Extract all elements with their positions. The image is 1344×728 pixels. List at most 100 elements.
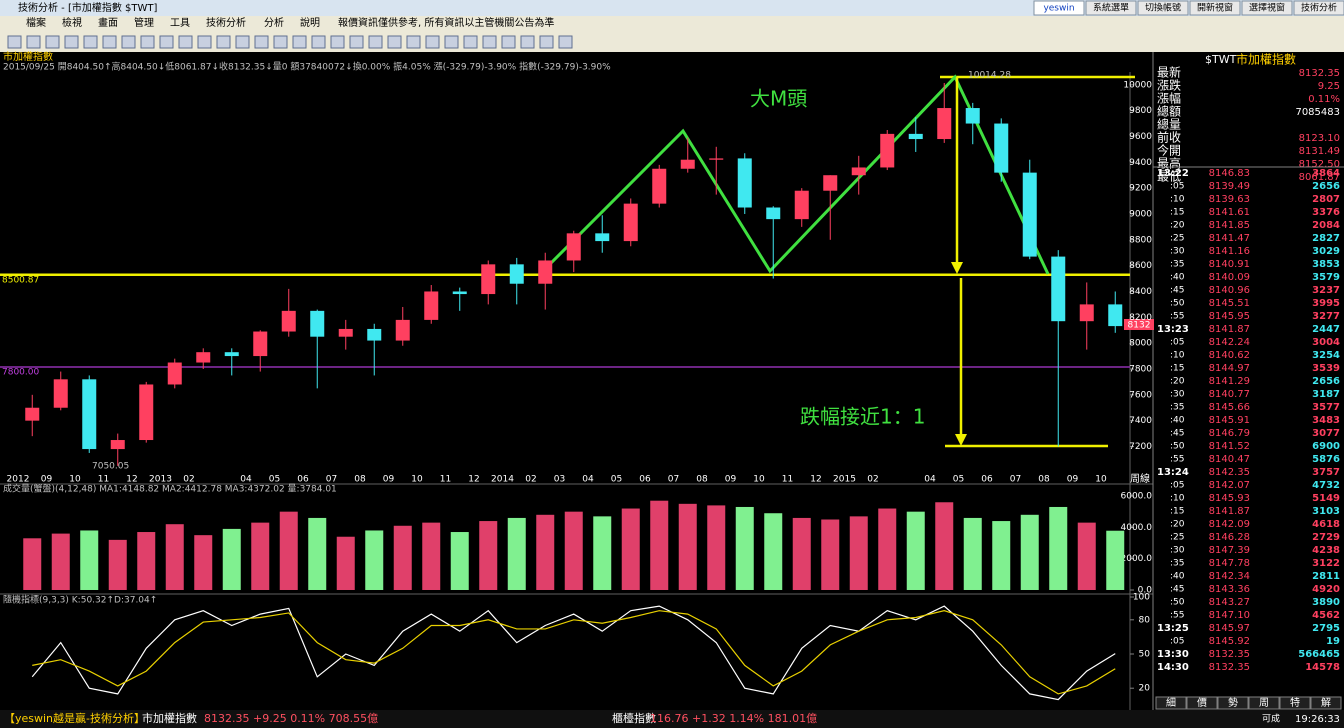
- tick-price: 8147.39: [1209, 545, 1250, 556]
- window-button[interactable]: [1033, 0, 1085, 16]
- y-tick-label: 8200: [1129, 313, 1152, 323]
- tick-time: :55: [1170, 455, 1184, 465]
- kd-line: [31, 605, 1116, 701]
- toolbar-icon[interactable]: [64, 35, 79, 49]
- clock: 19:26:33: [1295, 714, 1340, 725]
- x-tick-label: 10: [1095, 475, 1107, 485]
- tick-price: 8140.62: [1209, 350, 1250, 361]
- menu-item[interactable]: 技術分析: [206, 16, 246, 29]
- tick-price: 8140.77: [1209, 389, 1250, 400]
- x-tick-label: 02: [867, 475, 878, 485]
- toolbar-icon[interactable]: [425, 35, 440, 49]
- toolbar-icon[interactable]: [159, 35, 174, 49]
- x-tick-label: 2013: [149, 475, 172, 485]
- tick-price: 8140.09: [1209, 272, 1250, 283]
- toolbar-icon[interactable]: [520, 35, 535, 49]
- candle-body: [452, 291, 467, 295]
- toolbar-icon[interactable]: [254, 35, 269, 49]
- toolbar-icon[interactable]: [45, 35, 60, 49]
- volume-bar: [507, 517, 526, 590]
- menu-item[interactable]: 畫面: [98, 16, 118, 29]
- toolbar-icon[interactable]: [83, 35, 98, 49]
- window-button[interactable]: [1137, 0, 1189, 16]
- toolbar-icon[interactable]: [197, 35, 212, 49]
- quote-name: 市加權指數: [1236, 52, 1296, 67]
- toolbar-icon[interactable]: [216, 35, 231, 49]
- button-label: 選擇視窗: [1249, 2, 1285, 14]
- tab[interactable]: [1310, 696, 1342, 710]
- menu-item[interactable]: 檔案: [26, 16, 46, 29]
- window-button[interactable]: [1085, 0, 1137, 16]
- toolbar-icon[interactable]: [121, 35, 136, 49]
- status-brand: 【yeswin越是贏-技術分析】: [4, 711, 145, 725]
- menu-item[interactable]: 工具: [170, 17, 190, 29]
- x-tick-label: 05: [269, 475, 280, 485]
- tab[interactable]: [1155, 696, 1187, 710]
- menu-item[interactable]: 分析: [264, 16, 284, 29]
- volume-bar: [678, 503, 697, 590]
- tick-time: :10: [1170, 494, 1185, 504]
- tab-label: 勢: [1228, 696, 1238, 709]
- toolbar-icon[interactable]: [235, 35, 250, 49]
- menu-item[interactable]: 管理: [134, 16, 154, 29]
- toolbar-icon[interactable]: [444, 35, 459, 49]
- toolbar-icon[interactable]: [102, 35, 117, 49]
- window-button[interactable]: [1241, 0, 1293, 16]
- toolbar-icon[interactable]: [463, 35, 478, 49]
- volume-bar: [80, 530, 99, 590]
- y-tick-label: 9200: [1129, 184, 1152, 194]
- window-button[interactable]: [1293, 0, 1344, 16]
- toolbar-icon[interactable]: [387, 35, 402, 49]
- toolbar-icon[interactable]: [292, 35, 307, 49]
- volume-bar: [593, 516, 612, 590]
- tick-time: :05: [1170, 338, 1184, 348]
- candle-body: [1051, 256, 1066, 322]
- tick-time: 14:30: [1157, 662, 1189, 673]
- tab[interactable]: [1217, 696, 1249, 710]
- tab[interactable]: [1279, 696, 1311, 710]
- tab[interactable]: [1248, 696, 1280, 710]
- toolbar-icon[interactable]: [501, 35, 516, 49]
- tick-volume: 3254: [1312, 350, 1340, 361]
- menu-item[interactable]: 說明: [300, 16, 320, 29]
- volume-bar: [1049, 506, 1068, 590]
- toolbar-icon[interactable]: [406, 35, 421, 49]
- toolbar-icon[interactable]: [273, 35, 288, 49]
- candle-body: [595, 233, 610, 242]
- toolbar-icon[interactable]: [26, 35, 41, 49]
- candle-body: [994, 123, 1009, 173]
- window-button[interactable]: [1189, 0, 1241, 16]
- tick-time: :45: [1170, 429, 1184, 439]
- tab[interactable]: [1186, 696, 1218, 710]
- tick-price: 8145.66: [1209, 402, 1250, 413]
- toolbar-icon[interactable]: [558, 35, 573, 49]
- toolbar-icon[interactable]: [368, 35, 383, 49]
- status-quote: 8132.35 +9.25 0.11% 708.55億: [204, 712, 378, 725]
- tick-time: 13:25: [1157, 623, 1189, 634]
- x-tick-label: 02: [525, 475, 536, 485]
- toolbar-icon[interactable]: [178, 35, 193, 49]
- toolbar-icon[interactable]: [482, 35, 497, 49]
- toolbar-icon[interactable]: [7, 35, 22, 49]
- candle-body: [310, 310, 325, 337]
- tick-volume: 3376: [1312, 207, 1340, 218]
- tick-time: :05: [1170, 481, 1184, 491]
- candle-body: [794, 190, 809, 220]
- x-tick-label: 09: [41, 475, 53, 485]
- tick-time: :15: [1170, 507, 1184, 517]
- toolbar-icon[interactable]: [349, 35, 364, 49]
- tab-label: 特: [1290, 697, 1300, 709]
- tick-time: :35: [1170, 260, 1184, 270]
- tick-volume: 3757: [1312, 467, 1340, 478]
- volume-bar: [137, 532, 156, 590]
- toolbar-icon[interactable]: [311, 35, 326, 49]
- tick-price: 8145.93: [1209, 493, 1250, 504]
- toolbar-icon[interactable]: [539, 35, 554, 49]
- m-pattern: [538, 74, 1050, 276]
- tick-volume: 3029: [1312, 246, 1340, 257]
- candle-body: [908, 133, 923, 140]
- menu-item[interactable]: 檢視: [62, 16, 82, 29]
- toolbar-icon[interactable]: [330, 35, 345, 49]
- toolbar-icon[interactable]: [140, 35, 155, 49]
- x-tick-label: 10: [69, 475, 81, 485]
